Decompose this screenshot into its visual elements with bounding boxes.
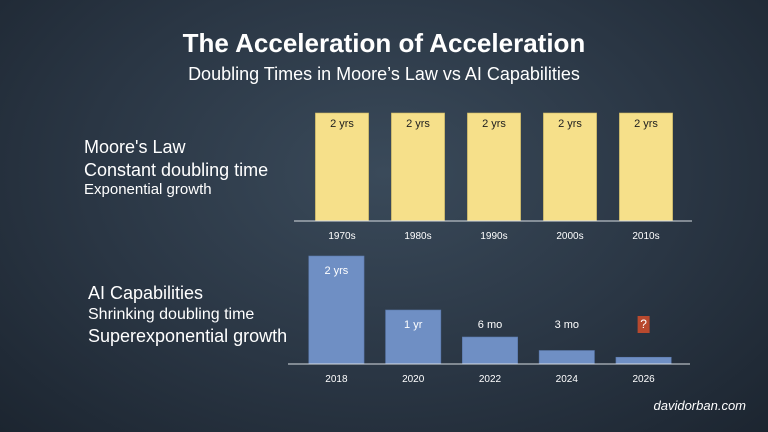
moore-data-label-2010s: 2 yrs [634, 118, 658, 130]
moore-bar-1990s [467, 112, 521, 222]
moore-chart: 2 yrs 1970s 2 yrs 1980s 2 yrs 1990s 2 yrs 2000s… [294, 112, 692, 242]
moore-data-label-1990s: 2 yrs [482, 118, 506, 130]
page-subtitle: Doubling Times in Moore’s Law vs AI Capa… [188, 64, 580, 84]
ai-bar-2024 [538, 350, 595, 365]
ai-data-label-2026: ? [640, 317, 647, 331]
moore-tick-2010s: 2010s [632, 231, 659, 242]
moore-bar-2010s [619, 112, 673, 222]
ai-tick-2018: 2018 [325, 374, 348, 385]
ai-tick-2024: 2024 [556, 374, 579, 385]
moore-bar-1980s [391, 112, 445, 222]
moore-data-label-1970s: 2 yrs [330, 118, 354, 130]
moore-label-title: Moore's Law [84, 137, 186, 157]
ai-label-title: AI Capabilities [88, 283, 204, 303]
ai-data-label-2022: 6 mo [478, 319, 502, 331]
moore-label-growth: Exponential growth [84, 181, 212, 198]
moore-data-label-1980s: 2 yrs [406, 118, 430, 130]
ai-bar-2026 [615, 356, 672, 365]
ai-tick-2020: 2020 [402, 374, 425, 385]
moore-bar-2000s [543, 112, 597, 222]
ai-bar-2022 [462, 336, 518, 365]
moore-tick-1980s: 1980s [404, 231, 431, 242]
ai-label-growth: Superexponential growth [88, 325, 288, 346]
moore-tick-2000s: 2000s [556, 231, 583, 242]
moore-label-desc: Constant doubling time [84, 159, 269, 180]
ai-data-label-2020: 1 yr [404, 319, 423, 331]
ai-bar-2020 [385, 309, 442, 365]
ai-chart: 2 yrs 2018 1 yr 2020 6 mo 2022 3 mo 2024? 2026 [288, 255, 690, 385]
moore-tick-1990s: 1990s [480, 231, 507, 242]
ai-unknown-badge [637, 316, 650, 333]
footer-credit: davidorban.com [653, 398, 747, 413]
ai-label-block: AI Capabilities Shrinking doubling time … [88, 282, 287, 347]
moore-tick-1970s: 1970s [328, 231, 355, 242]
ai-data-label-2018: 2 yrs [324, 265, 348, 277]
ai-label-desc: Shrinking doubling time [88, 305, 255, 323]
moore-data-label-2000s: 2 yrs [558, 118, 582, 130]
moore-bar-1970s [315, 112, 369, 222]
ai-bar-2018 [308, 255, 365, 365]
page-title: The Acceleration of Acceleration [182, 28, 586, 58]
ai-tick-2026: 2026 [632, 374, 655, 385]
moore-label-block: Moore's Law Constant doubling time Expon… [84, 136, 268, 200]
ai-data-label-2024: 3 mo [555, 319, 579, 331]
ai-tick-2022: 2022 [479, 374, 502, 385]
